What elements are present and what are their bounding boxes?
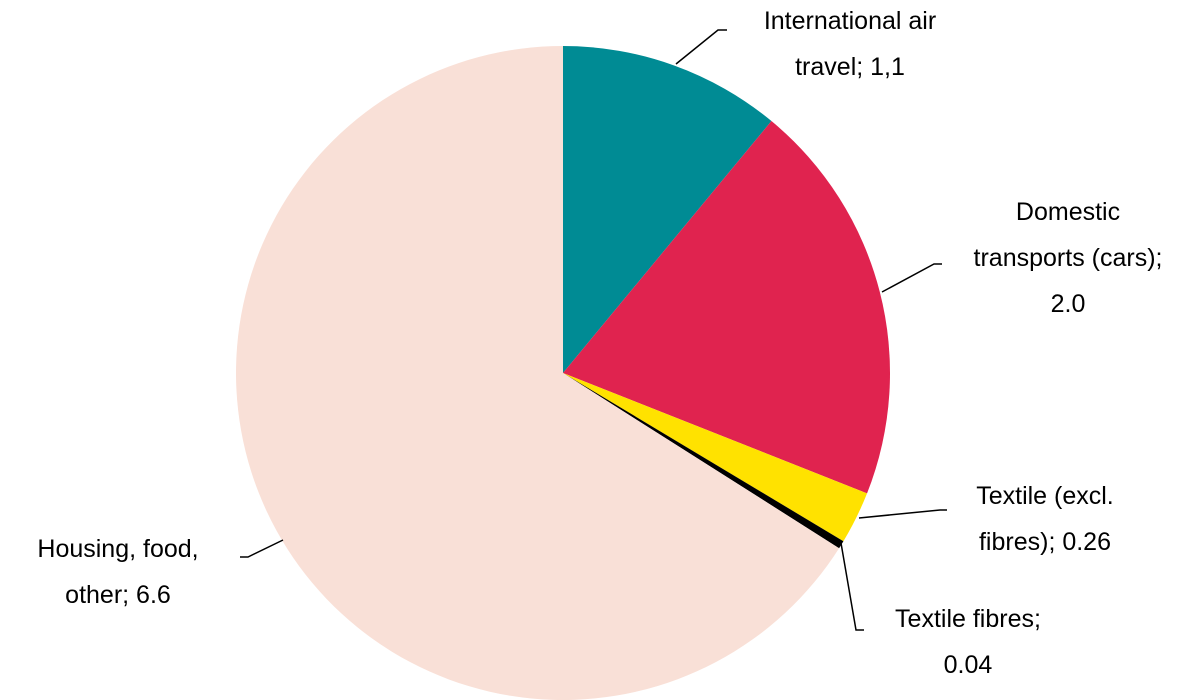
- data-label: Textile (excl. fibres); 0.26: [976, 482, 1114, 556]
- leader-line: [240, 539, 284, 558]
- pie-slice: [563, 373, 844, 549]
- label-line: travel; 1,1: [795, 53, 905, 81]
- data-labels: International air travel; 1,1 Domestic tran…: [37, 7, 1162, 679]
- label-line: other; 6.6: [65, 581, 171, 609]
- leader-line: [840, 542, 864, 631]
- data-label: Domestic transports (cars); 2.0: [974, 198, 1163, 318]
- data-label: Textile fibres; 0.04: [895, 605, 1041, 679]
- label-line: 2.0: [1051, 290, 1086, 318]
- label-line: Textile (excl.: [976, 482, 1114, 510]
- data-label: International air travel; 1,1: [764, 7, 936, 81]
- pie-slice: [235, 46, 840, 700]
- label-line: Textile fibres;: [895, 605, 1041, 633]
- leader-line: [858, 509, 947, 519]
- pie-slice: [563, 121, 890, 494]
- label-line: Domestic: [1016, 198, 1120, 226]
- pie-slice: [563, 46, 772, 373]
- leader-lines: [240, 29, 947, 631]
- label-line: 0.04: [944, 651, 993, 679]
- label-line: fibres); 0.26: [979, 528, 1111, 556]
- label-line: International air: [764, 7, 936, 35]
- label-line: Housing, food,: [37, 535, 198, 563]
- pie: [235, 46, 890, 700]
- data-label: Housing, food, other; 6.6: [37, 535, 198, 609]
- leader-line: [881, 263, 942, 293]
- leader-line: [675, 29, 727, 65]
- pie-slice: [563, 373, 868, 542]
- label-line: transports (cars);: [974, 244, 1163, 272]
